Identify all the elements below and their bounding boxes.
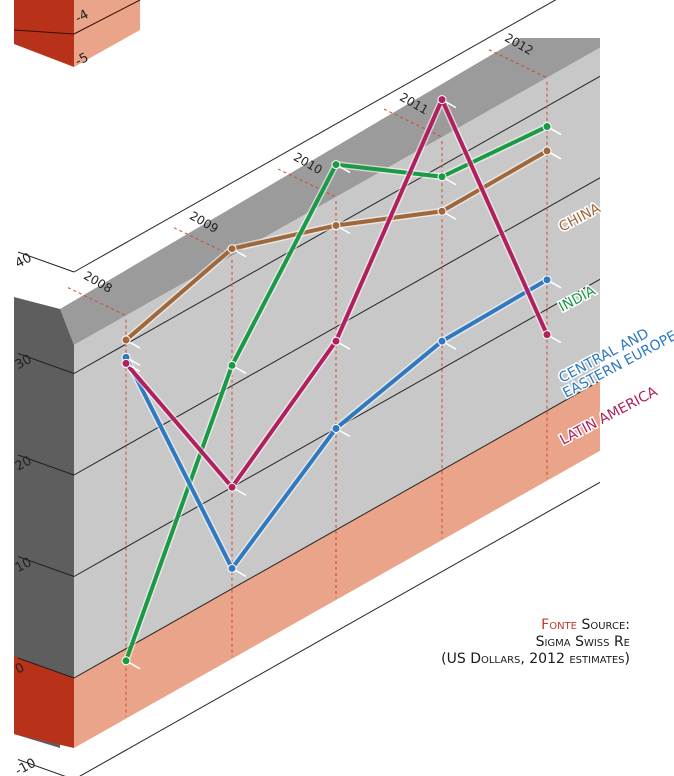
wall-side-panel-outer (14, 297, 60, 748)
data-point (227, 244, 237, 254)
category-top-dash (488, 49, 548, 79)
upper-slab-side (14, 0, 74, 67)
data-point (542, 122, 552, 132)
grid-side-line (17, 454, 75, 476)
grid-line (79, 481, 601, 776)
upper-tick-label: -4 (73, 7, 91, 26)
data-point (121, 656, 131, 666)
data-point (331, 220, 341, 230)
side-negative (14, 656, 74, 748)
data-point (331, 160, 341, 170)
data-point (227, 482, 237, 492)
data-point (121, 358, 131, 368)
y-tick-label: 10 (13, 555, 35, 576)
data-point (437, 172, 447, 182)
source-label: Source: (581, 617, 630, 633)
grid-side-line (17, 759, 66, 776)
data-point (227, 360, 237, 370)
y-tick-label: 40 (13, 251, 35, 272)
upper-slab-line (13, 29, 75, 35)
wall-top-face (60, 38, 600, 345)
data-point (121, 335, 131, 345)
grid-line (73, 380, 601, 679)
source-note: Fonte Source: Sigma Swiss Re (US Dollars… (441, 617, 630, 668)
grid-side-line (17, 556, 75, 577)
data-point (542, 146, 552, 156)
category-top-dash (383, 108, 443, 138)
wall-side-panel (60, 309, 74, 748)
data-point (542, 330, 552, 340)
data-point (437, 95, 447, 105)
source-label-red: Fonte (541, 617, 577, 633)
y-tick-label: 20 (13, 454, 35, 475)
y-tick-label: -10 (13, 756, 39, 776)
grid-side-line (17, 353, 75, 374)
source-line-2: Sigma Swiss Re (535, 634, 630, 650)
data-point (437, 336, 447, 346)
upper-slab-line (73, 0, 141, 35)
source-line-3: (US Dollars, 2012 estimates) (441, 651, 630, 667)
category-top-dash (173, 227, 233, 257)
data-point (542, 275, 552, 285)
grid-side-line (17, 251, 75, 273)
grid-line (73, 0, 557, 273)
data-point (331, 423, 341, 433)
y-tick-label: 30 (13, 352, 35, 373)
data-point (437, 206, 447, 216)
upper-tick-label: -5 (73, 50, 91, 69)
data-point (331, 336, 341, 346)
upper-slab-face (74, 0, 140, 67)
category-top-dash (277, 168, 337, 198)
wall-negative-face (74, 380, 600, 748)
data-point (227, 563, 237, 573)
category-top-dash (67, 287, 127, 317)
grid-side-line (17, 657, 75, 679)
